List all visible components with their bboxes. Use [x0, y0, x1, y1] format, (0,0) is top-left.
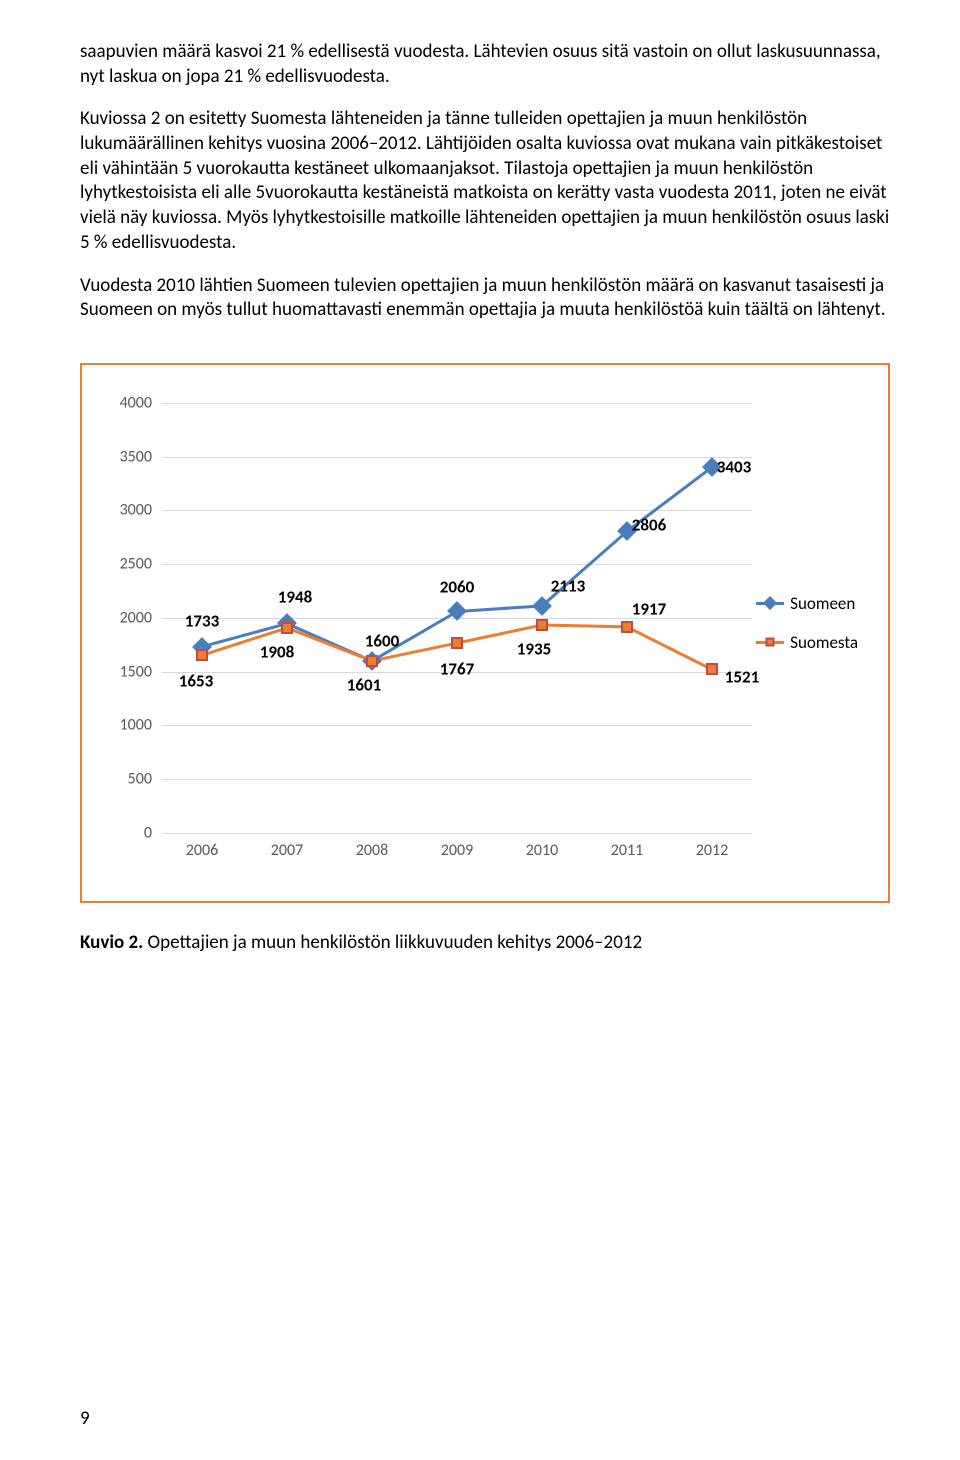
chart-area: 1733 1948 1600 2060 2113 2806 3403 1653 1908 1601… [102, 393, 868, 889]
marker-suomesta [451, 637, 463, 649]
value-label-suomeen: 1733 [185, 610, 219, 631]
y-axis-label: 2000 [102, 608, 152, 627]
value-label-suomesta: 1601 [347, 674, 381, 695]
legend-label-suomeen: Suomeen [790, 593, 855, 614]
value-label-suomeen: 1948 [278, 587, 312, 608]
paragraph-3: Vuodesta 2010 lähtien Suomeen tulevien o… [80, 274, 890, 323]
page-number: 9 [80, 1407, 90, 1430]
x-axis-label: 2007 [271, 841, 303, 860]
y-axis-label: 3500 [102, 447, 152, 466]
paragraph-1: saapuvien määrä kasvoi 21 % edellisestä … [80, 40, 890, 89]
chart-caption: Kuvio 2. Opettajien ja muun henkilöstön … [80, 931, 890, 954]
y-axis-label: 1500 [102, 662, 152, 681]
y-axis-label: 500 [102, 770, 152, 789]
marker-suomesta [621, 621, 633, 633]
legend-item-suomesta: Suomesta [756, 632, 858, 653]
gridline [162, 833, 752, 834]
marker-suomesta [536, 619, 548, 631]
y-axis-label: 1000 [102, 716, 152, 735]
marker-suomesta [196, 649, 208, 661]
caption-bold: Kuvio 2. [80, 931, 143, 954]
legend-line-suomesta [756, 641, 784, 644]
value-label-suomesta: 1521 [725, 667, 759, 688]
y-axis-label: 0 [102, 823, 152, 842]
y-axis-label: 4000 [102, 393, 152, 412]
legend-label-suomesta: Suomesta [790, 632, 858, 653]
x-axis-label: 2012 [696, 841, 728, 860]
x-axis-label: 2010 [526, 841, 558, 860]
value-label-suomeen: 3403 [717, 457, 751, 478]
x-axis-label: 2009 [441, 841, 473, 860]
marker-suomesta [366, 655, 378, 667]
marker-suomesta [706, 663, 718, 675]
value-label-suomeen: 2806 [632, 515, 666, 536]
square-icon [766, 638, 775, 647]
value-label-suomesta: 1653 [179, 671, 213, 692]
value-label-suomesta: 1935 [517, 638, 551, 659]
chart-plot: 1733 1948 1600 2060 2113 2806 3403 1653 1908 1601… [162, 403, 752, 833]
value-label-suomesta: 1767 [440, 658, 474, 679]
value-label-suomeen: 2113 [551, 575, 585, 596]
value-label-suomesta: 1908 [260, 641, 294, 662]
x-axis-label: 2006 [186, 841, 218, 860]
paragraph-2: Kuviossa 2 on esitetty Suomesta lähtenei… [80, 107, 890, 255]
x-axis-label: 2008 [356, 841, 388, 860]
y-axis-label: 2500 [102, 555, 152, 574]
value-label-suomeen: 1600 [365, 630, 399, 651]
marker-suomesta [281, 622, 293, 634]
chart-container: 1733 1948 1600 2060 2113 2806 3403 1653 1908 1601… [80, 363, 890, 903]
legend-line-suomeen [756, 602, 784, 605]
value-label-suomesta: 1917 [632, 598, 666, 619]
y-axis-label: 3000 [102, 501, 152, 520]
value-label-suomeen: 2060 [440, 577, 474, 598]
x-axis-label: 2011 [611, 841, 643, 860]
diamond-icon [763, 596, 777, 610]
caption-text: Opettajien ja muun henkilöstön liikkuvuu… [143, 931, 642, 954]
chart-legend: Suomeen Suomesta [756, 593, 858, 671]
legend-item-suomeen: Suomeen [756, 593, 858, 614]
